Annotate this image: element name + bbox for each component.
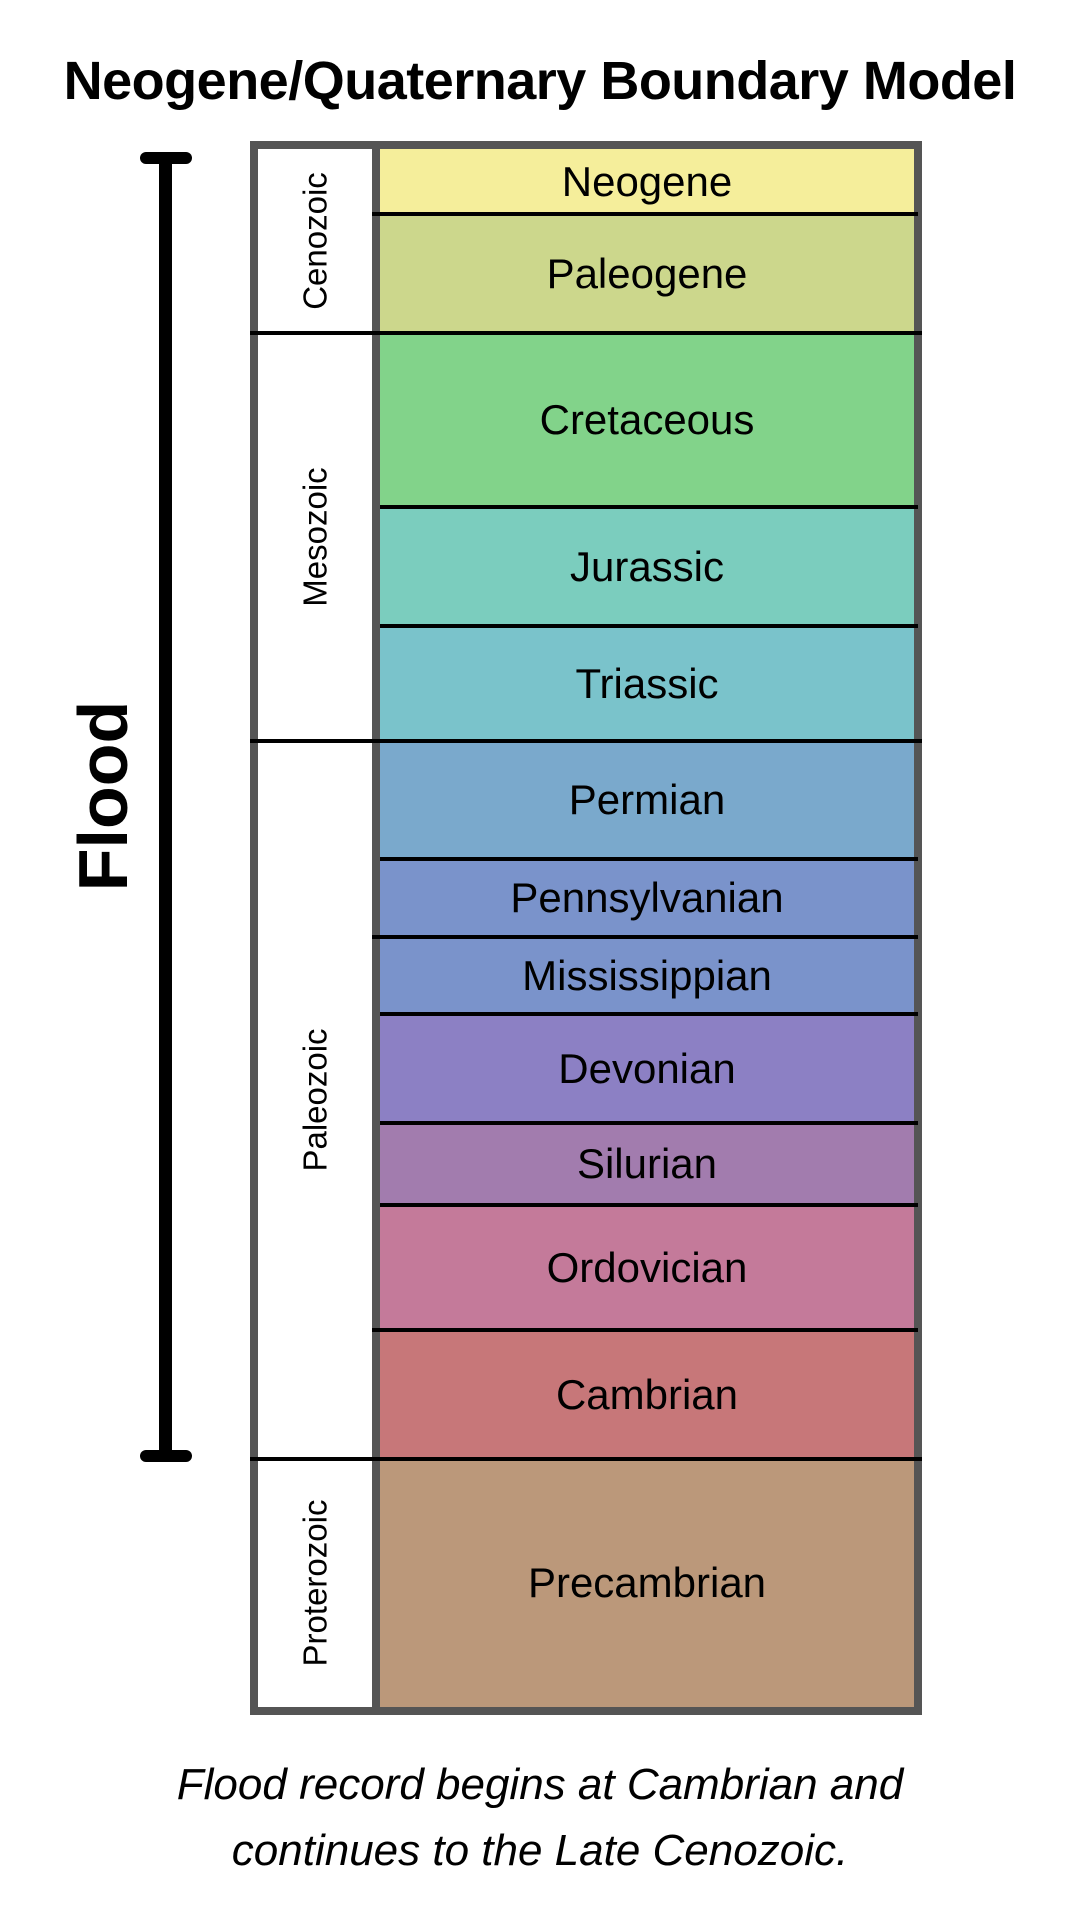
- period-devonian: Devonian: [380, 1014, 914, 1123]
- era-label: Proterozoic: [296, 1499, 334, 1667]
- boundary-line: [380, 505, 918, 509]
- flood-label: Flood: [64, 700, 142, 892]
- period-label: Paleogene: [546, 249, 748, 297]
- period-cambrian: Cambrian: [380, 1330, 914, 1459]
- era-boundary-line: [250, 331, 922, 335]
- period-paleogene: Paleogene: [380, 214, 914, 333]
- period-label: Neogene: [561, 157, 733, 205]
- period-label: Devonian: [558, 1044, 736, 1092]
- period-label: Ordovician: [546, 1243, 748, 1291]
- period-ordovician: Ordovician: [380, 1205, 914, 1330]
- period-mississippian: Mississippian: [380, 937, 914, 1014]
- period-label: Triassic: [575, 659, 719, 707]
- period-jurassic: Jurassic: [380, 507, 914, 626]
- flood-range-bottom-cap: [140, 1450, 192, 1462]
- period-label: Mississippian: [522, 951, 772, 999]
- period-label: Precambrian: [527, 1559, 767, 1606]
- period-label: Cambrian: [555, 1370, 739, 1418]
- period-column: Neogene Paleogene Cretaceous Jurassic Tr…: [380, 149, 914, 1707]
- period-label: Cretaceous: [539, 396, 755, 443]
- caption: Flood record begins at Cambrian and cont…: [0, 1752, 1080, 1884]
- boundary-line: [380, 1121, 918, 1125]
- period-permian: Permian: [380, 741, 914, 859]
- flood-range-bar: [159, 156, 172, 1458]
- boundary-line: [372, 212, 918, 216]
- period-precambrian: Precambrian: [380, 1459, 914, 1707]
- period-pennsylvanian: Pennsylvanian: [380, 859, 914, 937]
- boundary-line: [380, 1203, 918, 1207]
- era-proterozoic: Proterozoic: [258, 1459, 372, 1707]
- era-label: Paleozoic: [296, 1028, 334, 1172]
- boundary-line: [372, 1328, 918, 1332]
- period-silurian: Silurian: [380, 1123, 914, 1205]
- diagram-title: Neogene/Quaternary Boundary Model: [63, 51, 1017, 111]
- period-label: Silurian: [576, 1140, 718, 1187]
- era-column: Cenozoic Mesozoic Paleozoic Proterozoic: [258, 149, 380, 1707]
- boundary-line: [380, 624, 918, 628]
- boundary-line: [380, 857, 918, 861]
- period-label: Jurassic: [569, 542, 725, 590]
- era-cenozoic: Cenozoic: [258, 149, 372, 333]
- period-triassic: Triassic: [380, 626, 914, 741]
- caption-line-1: Flood record begins at Cambrian and: [176, 1760, 904, 1809]
- period-label: Permian: [568, 776, 726, 823]
- period-cretaceous: Cretaceous: [380, 333, 914, 507]
- boundary-line: [380, 1012, 918, 1016]
- era-label: Mesozoic: [296, 467, 334, 607]
- period-label: Pennsylvanian: [510, 874, 784, 921]
- era-mesozoic: Mesozoic: [258, 333, 372, 741]
- caption-line-2: continues to the Late Cenozoic.: [231, 1826, 849, 1875]
- period-neogene: Neogene: [380, 149, 914, 214]
- era-boundary-line: [250, 1457, 922, 1461]
- era-label: Cenozoic: [296, 172, 334, 310]
- geologic-column: Cenozoic Mesozoic Paleozoic Proterozoic …: [250, 141, 922, 1715]
- era-boundary-line: [250, 739, 922, 743]
- era-paleozoic: Paleozoic: [258, 741, 372, 1459]
- boundary-line: [372, 935, 918, 939]
